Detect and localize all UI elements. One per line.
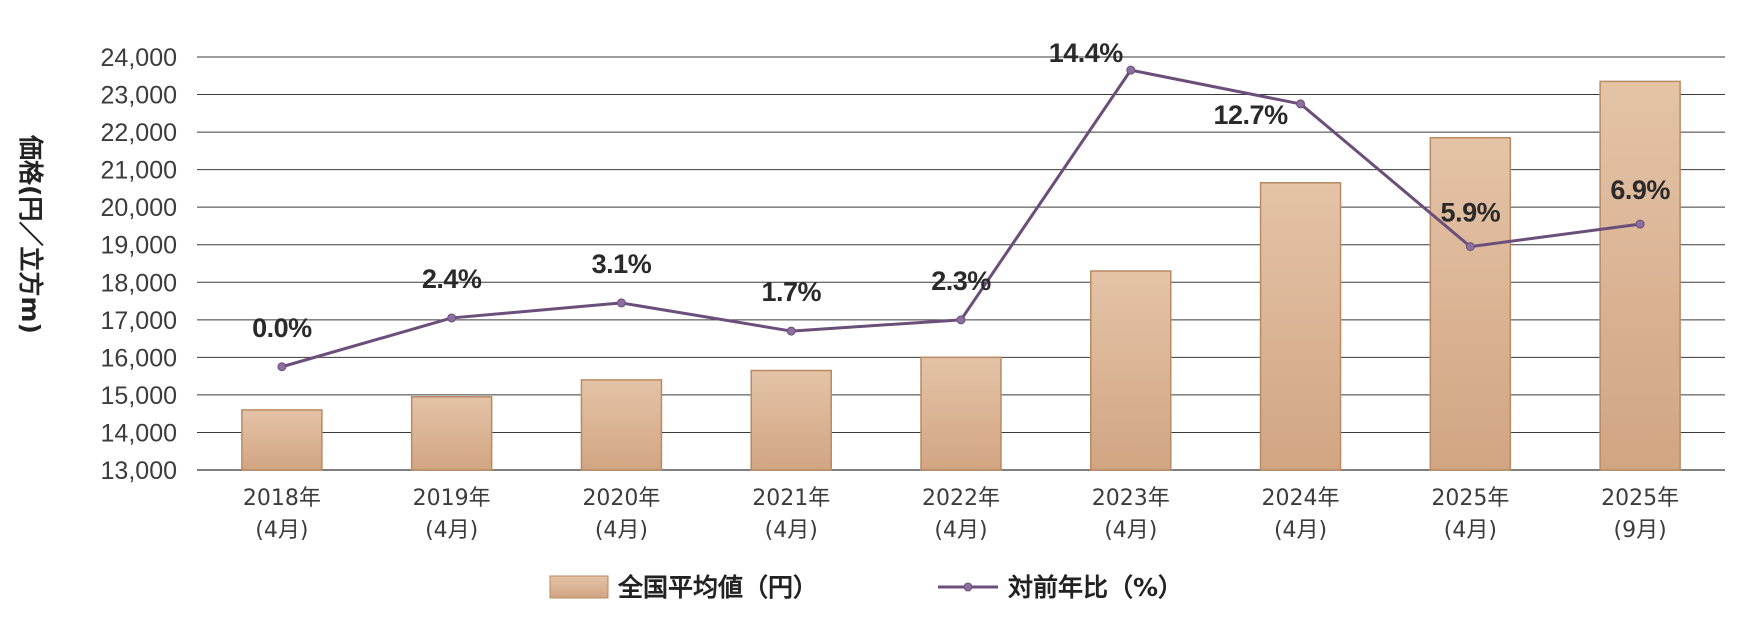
legend-line-marker xyxy=(963,582,973,592)
x-tick-label: 2022年 xyxy=(922,486,1000,511)
line-point xyxy=(1126,65,1136,75)
line-point xyxy=(786,326,796,336)
y-tick-labels: 13,000 14,000 15,000 16,000 17,000 18,000 19,0… xyxy=(101,44,177,485)
x-tick-labels: 2018年 (4月) 2019年 (4月) 2020年 (4月) 2021年 (4月) 2022… xyxy=(243,486,1679,543)
x-tick-label: 2020年 xyxy=(582,486,660,511)
line-point xyxy=(1296,99,1306,109)
x-tick-sublabel: (4月) xyxy=(765,518,818,543)
x-tick-sublabel: (9月) xyxy=(1614,518,1667,543)
bar xyxy=(1090,270,1172,471)
y-tick-label: 22,000 xyxy=(101,119,177,147)
line-data-label: 14.4% xyxy=(1049,38,1124,68)
line-data-label: 5.9% xyxy=(1441,198,1501,228)
bar xyxy=(750,369,832,471)
line-data-labels: 0.0% 2.4% 3.1% 1.7% 2.3% 14.4% 12.7% 5.9% 6.9% xyxy=(252,38,1671,343)
y-tick-label: 14,000 xyxy=(101,419,177,447)
line-data-label: 2.4% xyxy=(422,264,482,294)
line-data-label: 0.0% xyxy=(252,313,312,343)
y-tick-label: 20,000 xyxy=(101,194,177,222)
x-tick-sublabel: (4月) xyxy=(1274,518,1327,543)
legend: 全国平均値（円） 対前年比（%） xyxy=(549,573,1183,602)
bar xyxy=(1599,80,1681,471)
line-data-label: 1.7% xyxy=(761,277,821,307)
line-point xyxy=(1635,219,1645,229)
bar xyxy=(920,356,1002,471)
legend-bar-label: 全国平均値（円） xyxy=(617,573,818,602)
line-point xyxy=(956,315,966,325)
line-point xyxy=(616,298,626,308)
x-tick-sublabel: (4月) xyxy=(595,518,648,543)
y-tick-label: 19,000 xyxy=(101,232,177,260)
x-tick-sublabel: (4月) xyxy=(1444,518,1497,543)
x-tick-label: 2023年 xyxy=(1092,486,1170,511)
x-tick-sublabel: (4月) xyxy=(1104,518,1157,543)
line-point xyxy=(277,362,287,372)
line-data-label: 2.3% xyxy=(931,266,991,296)
bar xyxy=(241,409,323,471)
legend-bar-swatch xyxy=(549,575,609,599)
bar-series xyxy=(241,80,1681,471)
legend-line-label: 対前年比（%） xyxy=(1008,573,1183,602)
y-tick-label: 21,000 xyxy=(101,157,177,185)
y-tick-label: 18,000 xyxy=(101,269,177,297)
y-tick-label: 13,000 xyxy=(101,457,177,485)
line-data-label: 12.7% xyxy=(1214,100,1289,130)
bar xyxy=(1429,136,1512,471)
x-tick-label: 2025年 xyxy=(1601,486,1679,511)
line-point xyxy=(447,313,457,323)
bar xyxy=(1259,182,1342,471)
line-data-label: 3.1% xyxy=(592,249,652,279)
line-data-label: 6.9% xyxy=(1610,175,1670,205)
x-tick-label: 2021年 xyxy=(752,486,830,511)
y-tick-label: 15,000 xyxy=(101,382,177,410)
x-tick-label: 2018年 xyxy=(243,486,321,511)
y-tick-label: 23,000 xyxy=(101,82,177,110)
y-axis-label: 価格(円／立方m) xyxy=(16,134,45,334)
x-tick-label: 2025年 xyxy=(1431,486,1509,511)
y-tick-label: 16,000 xyxy=(101,344,177,372)
x-tick-sublabel: (4月) xyxy=(255,518,308,543)
y-tick-label: 17,000 xyxy=(101,307,177,335)
line-series xyxy=(277,65,1645,372)
x-tick-sublabel: (4月) xyxy=(934,518,987,543)
bar xyxy=(410,396,493,471)
bar xyxy=(580,379,663,471)
y-tick-label: 24,000 xyxy=(101,44,177,72)
x-tick-label: 2019年 xyxy=(413,486,491,511)
x-tick-label: 2024年 xyxy=(1262,486,1340,511)
line-point xyxy=(1465,242,1475,252)
x-tick-sublabel: (4月) xyxy=(425,518,478,543)
